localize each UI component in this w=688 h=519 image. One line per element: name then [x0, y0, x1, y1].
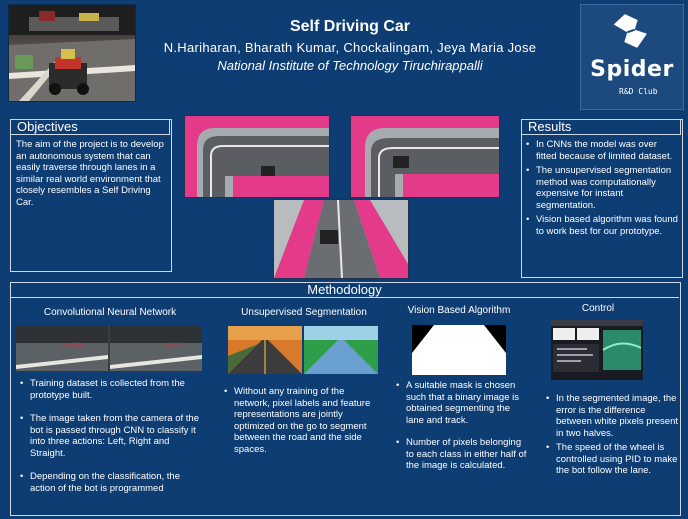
- results-heading: Results: [528, 119, 572, 134]
- logo-subtext: R&D Club: [619, 87, 658, 96]
- track-photo-1: [184, 115, 330, 198]
- track-photo-2: [350, 115, 500, 198]
- seg-item: Without any training of the network, pix…: [224, 386, 380, 455]
- cnn-item: The image taken from the camera of the b…: [20, 413, 204, 459]
- seg-title: Unsupervised Segmentation: [241, 307, 367, 318]
- cnn-label-right: Right: [166, 343, 183, 350]
- cnn-label-straight: Straight: [60, 343, 85, 350]
- cnn-list: Training dataset is collected from the p…: [20, 378, 204, 500]
- logo-text: Spider: [590, 57, 674, 82]
- vision-item: Number of pixels belonging to each class…: [396, 437, 530, 472]
- control-list: In the segmented image, the error is the…: [546, 393, 678, 483]
- track-photo-3: [273, 199, 409, 279]
- spider-logo-icon: [613, 14, 647, 48]
- results-header: Results: [521, 119, 681, 135]
- seg-list: Without any training of the network, pix…: [224, 386, 380, 461]
- vision-item: A suitable mask is chosen such that a bi…: [396, 380, 530, 426]
- poster-title: Self Driving Car: [289, 18, 411, 35]
- car-photo-illustration: [9, 5, 135, 101]
- methodology-heading: Methodology: [10, 282, 679, 298]
- objectives-text: The aim of the project is to develop an …: [16, 139, 164, 208]
- vision-list: A suitable mask is chosen such that a bi…: [396, 380, 530, 478]
- vision-title: Vision Based Algorithm: [407, 305, 511, 316]
- control-item: The speed of the wheel is controlled usi…: [546, 442, 678, 477]
- control-screenshot: [551, 320, 643, 380]
- institution: National Institute of Technology Tiruchi…: [217, 58, 483, 73]
- methodology-panel: [10, 282, 681, 516]
- authors: N.Hariharan, Bharath Kumar, Chockalingam…: [163, 40, 537, 55]
- cnn-item: Training dataset is collected from the p…: [20, 378, 204, 401]
- seg-images: [228, 326, 378, 374]
- results-item: Vision based algorithm was found to work…: [526, 214, 678, 237]
- results-item: In CNNs the model was over fitted becaus…: [526, 139, 678, 162]
- objectives-header: Objectives: [10, 119, 170, 135]
- cnn-images: Straight Right: [16, 325, 202, 371]
- results-item: The unsupervised segmentation method was…: [526, 165, 678, 211]
- car-photo: [8, 4, 136, 102]
- objectives-heading: Objectives: [17, 119, 78, 134]
- cnn-title: Convolutional Neural Network: [43, 307, 177, 318]
- vision-mask-image: [412, 325, 506, 375]
- spider-logo: Spider R&D Club: [580, 4, 684, 110]
- cnn-item: Depending on the classification, the act…: [20, 471, 204, 494]
- control-title: Control: [581, 303, 615, 314]
- results-list: In CNNs the model was over fitted becaus…: [526, 139, 678, 240]
- control-item: In the segmented image, the error is the…: [546, 393, 678, 439]
